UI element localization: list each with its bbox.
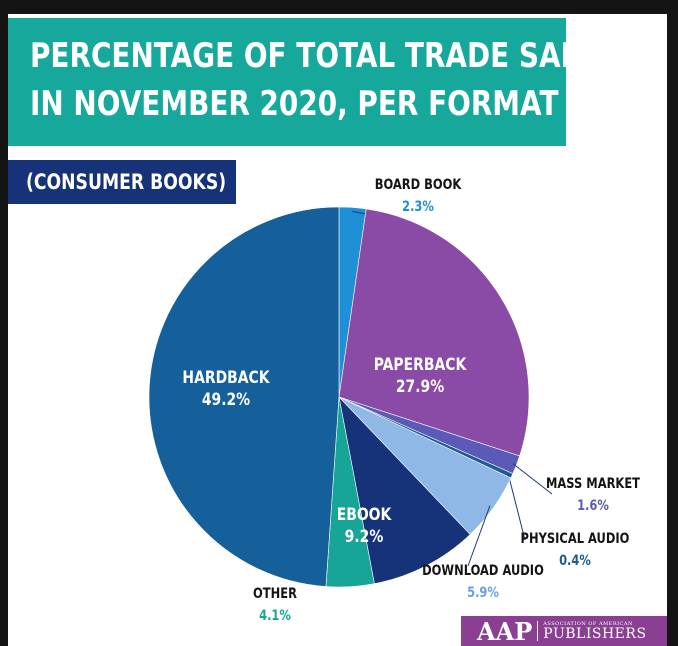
pie-slice-hardback <box>148 206 340 587</box>
image-frame-right <box>667 0 678 646</box>
logo-name: PUBLISHERS <box>543 625 647 642</box>
logo-tagline: ASSOCIATION OF AMERICAN <box>543 620 633 627</box>
leader-line-physical-audio <box>507 474 526 541</box>
slice-label-download-audio: DOWNLOAD AUDIO <box>422 563 544 579</box>
slice-label-paperback: PAPERBACK <box>374 355 467 375</box>
subtitle-badge: (CONSUMER BOOKS) <box>8 160 236 204</box>
slice-label-hardback: HARDBACK <box>182 368 270 388</box>
slice-value-ebook: 9.2% <box>345 527 384 547</box>
slice-value-physical-audio: 0.4% <box>559 553 591 569</box>
aap-logo: AAP ASSOCIATION OF AMERICAN PUBLISHERS <box>461 616 667 646</box>
slice-label-ebook: EBOOK <box>337 505 392 525</box>
image-frame-left <box>0 0 8 646</box>
slice-value-other: 4.1% <box>259 608 291 624</box>
slice-value-hardback: 49.2% <box>202 390 251 410</box>
pie-slice-ebook <box>338 396 471 585</box>
logo-words: ASSOCIATION OF AMERICAN PUBLISHERS <box>543 620 647 642</box>
logo-divider <box>537 621 539 641</box>
slice-value-mass-market: 1.6% <box>577 498 609 514</box>
leader-line-download-audio <box>467 505 491 567</box>
slice-label-board-book: BOARD BOOK <box>375 177 463 193</box>
image-frame-top <box>0 0 678 14</box>
chart-subtitle: (CONSUMER BOOKS) <box>26 170 227 194</box>
slice-label-physical-audio: PHYSICAL AUDIO <box>521 531 630 547</box>
slice-value-paperback: 27.9% <box>396 377 445 397</box>
slice-value-download-audio: 5.9% <box>467 585 499 601</box>
title-banner: PERCENTAGE OF TOTAL TRADE SALES IN NOVEM… <box>8 18 617 146</box>
slice-label-other: OTHER <box>253 586 297 602</box>
logo-mark: AAP <box>477 616 533 646</box>
leader-line-mass-market <box>512 463 553 495</box>
slice-value-board-book: 2.3% <box>402 199 434 215</box>
pie-slice-paperback <box>338 208 530 457</box>
slice-label-mass-market: MASS MARKET <box>546 476 640 492</box>
